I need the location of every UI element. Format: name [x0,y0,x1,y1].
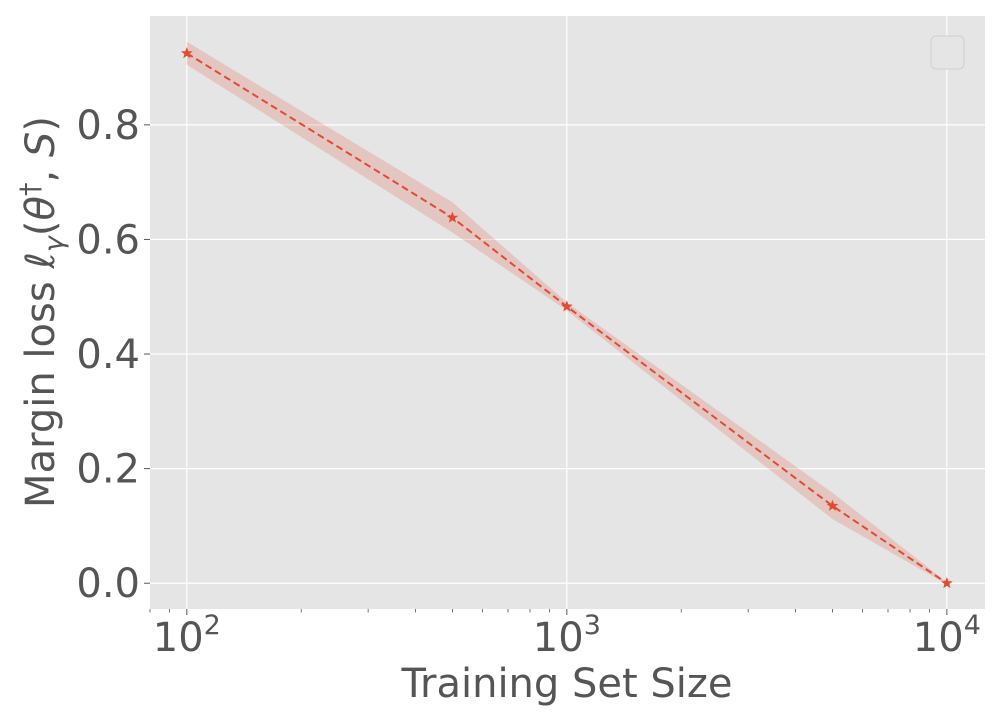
y-tick-label: 0.8 [76,103,140,149]
grid [144,16,985,615]
y-tick-label: 0.2 [76,447,140,493]
data-point [826,499,839,511]
y-tick-labels: 0.0 0.2 0.4 0.6 0.8 [76,103,140,607]
minor-ticks [149,609,930,613]
data-point [561,300,573,312]
x-tick-label: 102 [153,610,221,661]
x-axis-label: Training Set Size [400,661,732,707]
legend-box [930,35,965,70]
data-point [941,577,953,589]
x-tick-label: 104 [913,610,981,661]
x-tick-labels: 102 103 104 [153,610,981,661]
data-point [180,47,193,59]
data-point [446,211,459,223]
y-tick-label: 0.4 [76,332,140,378]
y-axis-label: Margin loss ℓγ(θ†, S) [15,116,70,508]
series [180,47,953,589]
x-tick-label: 103 [533,610,601,661]
plot-area [150,16,985,609]
y-tick-label: 0.0 [76,561,140,607]
y-tick-label: 0.6 [76,217,140,263]
